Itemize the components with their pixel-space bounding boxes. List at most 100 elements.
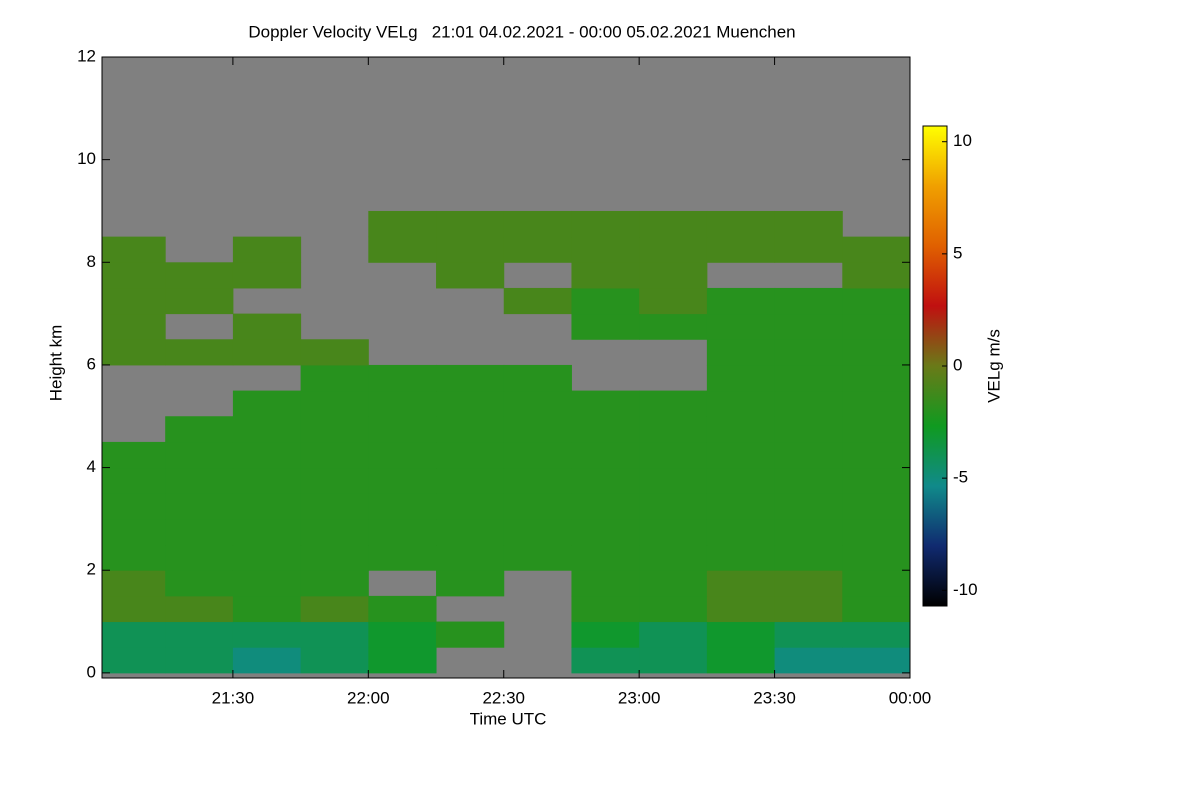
- colorbar-tick-label: -5: [953, 468, 968, 487]
- heatmap-cell: [232, 570, 302, 597]
- heatmap-cell: [571, 236, 640, 263]
- heatmap-cell: [436, 236, 505, 263]
- heatmap-cell: [102, 262, 166, 289]
- heatmap-cell: [368, 441, 437, 469]
- heatmap-cell: [842, 287, 910, 315]
- heatmap-cell: [571, 595, 640, 623]
- heatmap-cell: [571, 416, 640, 443]
- heatmap-cell: [232, 313, 302, 340]
- heatmap-cell: [436, 441, 505, 469]
- x-tick-label: 22:30: [482, 688, 525, 707]
- heatmap-cell: [842, 493, 910, 520]
- heatmap-cell: [300, 595, 369, 623]
- heatmap-cell: [639, 493, 708, 520]
- heatmap-cell: [165, 262, 234, 289]
- heatmap-cell: [774, 621, 843, 648]
- heatmap-cell: [774, 467, 843, 494]
- heatmap-cell: [639, 518, 708, 546]
- heatmap-cell: [842, 595, 910, 623]
- heatmap-cell: [571, 390, 640, 417]
- heatmap-cell: [503, 493, 572, 520]
- heatmap-cell: [842, 236, 910, 263]
- heatmap-cell: [436, 493, 505, 520]
- heatmap-cell: [368, 390, 437, 417]
- heatmap-cell: [706, 364, 776, 392]
- heatmap-cell: [165, 595, 234, 623]
- heatmap-cell: [102, 518, 166, 546]
- heatmap-cell: [774, 595, 843, 623]
- heatmap-cell: [842, 416, 910, 443]
- heatmap-cell: [102, 647, 166, 674]
- heatmap-cell: [232, 518, 302, 546]
- heatmap-cell: [842, 570, 910, 597]
- heatmap-cell: [102, 595, 166, 623]
- heatmap-cell: [232, 390, 302, 417]
- heatmap-cell: [571, 467, 640, 494]
- heatmap-cell: [774, 441, 843, 469]
- heatmap-cell: [300, 570, 369, 597]
- heatmap-cell: [232, 544, 302, 571]
- heatmap-cell: [368, 595, 437, 623]
- heatmap-cell: [102, 287, 166, 315]
- x-tick-label: 00:00: [889, 688, 932, 707]
- chart-title: Doppler Velocity VELg 21:01 04.02.2021 -…: [248, 22, 795, 41]
- heatmap-cell: [706, 287, 776, 315]
- heatmap-cell: [503, 390, 572, 417]
- heatmap-cell: [436, 518, 505, 546]
- heatmap-cell: [706, 570, 776, 597]
- heatmap-cell: [300, 544, 369, 571]
- colorbar-tick-label: 0: [953, 355, 962, 374]
- x-tick-label: 21:30: [212, 688, 255, 707]
- heatmap-cell: [368, 210, 437, 238]
- heatmap-cell: [639, 544, 708, 571]
- heatmap-cell: [571, 647, 640, 674]
- heatmap-cell: [639, 647, 708, 674]
- heatmap-cell: [436, 416, 505, 443]
- heatmap-cell: [436, 262, 505, 289]
- heatmap-cell: [571, 441, 640, 469]
- heatmap-cell: [102, 313, 166, 340]
- heatmap-cell: [436, 210, 505, 238]
- heatmap-cell: [232, 441, 302, 469]
- heatmap-cell: [300, 621, 369, 648]
- heatmap-cell: [368, 467, 437, 494]
- heatmap-cell: [842, 441, 910, 469]
- x-axis-label: Time UTC: [470, 709, 547, 728]
- heatmap-cell: [102, 467, 166, 494]
- heatmap-cell: [436, 621, 505, 648]
- heatmap-cell: [300, 467, 369, 494]
- heatmap-cell: [165, 467, 234, 494]
- heatmap-cell: [842, 647, 910, 674]
- y-axis-label: Height km: [46, 325, 65, 402]
- heatmap-cell: [639, 595, 708, 623]
- heatmap-cell: [706, 647, 776, 674]
- heatmap-cell: [368, 647, 437, 674]
- heatmap-cell: [571, 287, 640, 315]
- heatmap-cell: [571, 262, 640, 289]
- heatmap-cell: [102, 544, 166, 571]
- heatmap-cell: [503, 210, 572, 238]
- heatmap-cell: [503, 544, 572, 571]
- heatmap-cell: [639, 287, 708, 315]
- colorbar-tick-label: 5: [953, 243, 962, 262]
- colorbar-label: VELg m/s: [984, 329, 1003, 403]
- heatmap-cell: [232, 339, 302, 366]
- heatmap-cell: [102, 339, 166, 366]
- heatmap-cell: [436, 364, 505, 392]
- heatmap-cell: [368, 518, 437, 546]
- heatmap-cell: [102, 441, 166, 469]
- heatmap-cell: [232, 647, 302, 674]
- heatmap-cell: [571, 210, 640, 238]
- colorbar-tick-label: 10: [953, 131, 972, 150]
- heatmap-cell: [165, 287, 234, 315]
- y-tick-label: 10: [77, 149, 96, 168]
- heatmap-cell: [165, 518, 234, 546]
- heatmap-cell: [706, 210, 776, 238]
- heatmap-cell: [706, 236, 776, 263]
- colorbar-tick-label: -10: [953, 580, 978, 599]
- heatmap-cells: [102, 210, 910, 674]
- heatmap-cell: [571, 313, 640, 340]
- heatmap-cell: [368, 544, 437, 571]
